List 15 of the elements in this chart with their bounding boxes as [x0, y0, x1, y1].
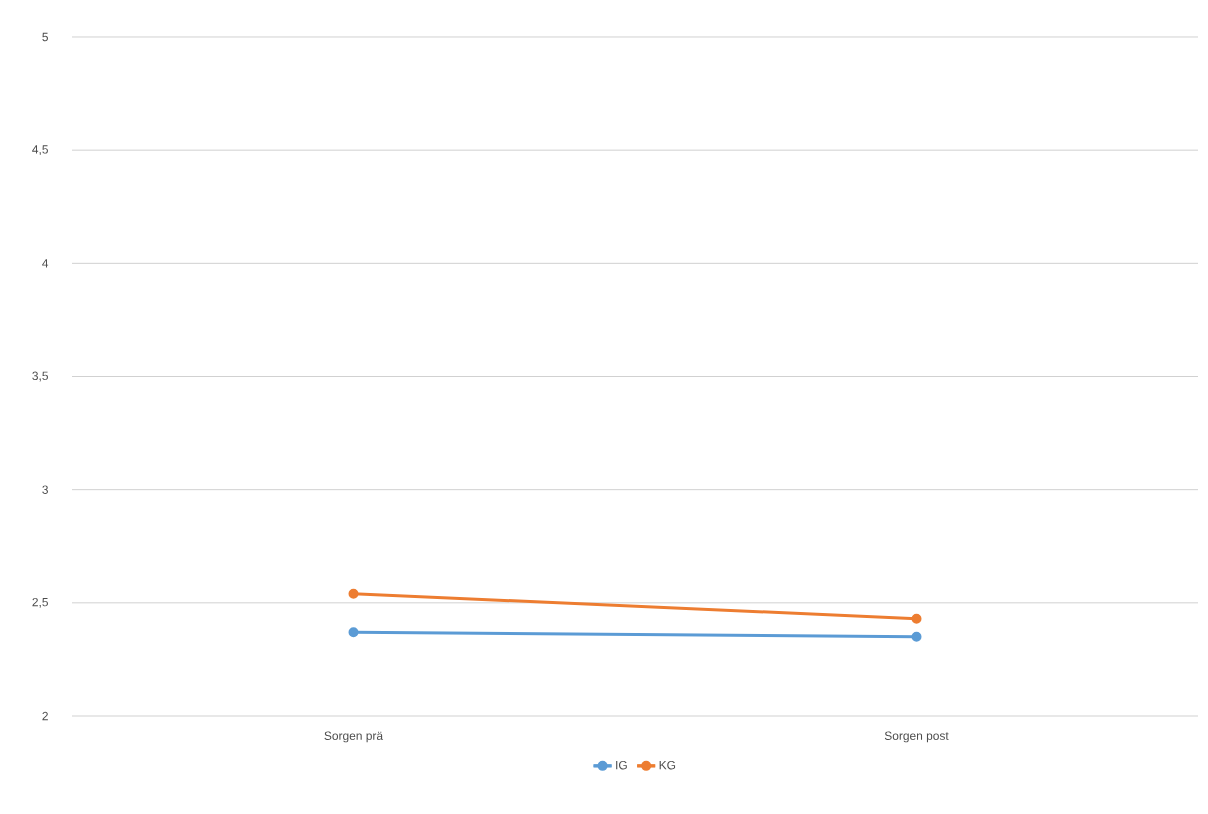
y-tick-label: 5: [42, 32, 48, 42]
y-tick-label: 2: [42, 711, 48, 721]
y-tick-label: 3: [42, 485, 48, 494]
y-tick-label: 4,5: [32, 145, 48, 156]
y-tick-label: 3,5: [32, 371, 48, 382]
x-tick-label: Sorgen prä: [324, 731, 384, 743]
point: [348, 588, 359, 599]
point: [911, 631, 922, 642]
x-tick-label: Sorgen post: [884, 731, 949, 743]
y-tick-label: 2,5: [32, 597, 48, 608]
legend-label: IG: [616, 760, 627, 770]
point: [911, 613, 922, 624]
legend-label: KG: [659, 760, 676, 770]
y-tick-label: 4: [42, 259, 49, 268]
point: [348, 627, 359, 638]
